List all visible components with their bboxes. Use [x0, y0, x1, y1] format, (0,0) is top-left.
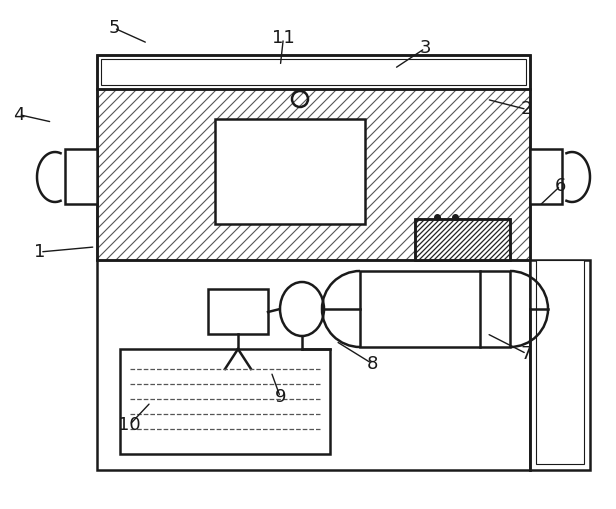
Text: 10: 10 — [118, 416, 140, 434]
Text: 9: 9 — [275, 388, 286, 406]
Bar — [360, 271, 510, 347]
Bar — [97, 89, 530, 260]
Bar — [530, 149, 562, 204]
Bar — [208, 289, 268, 334]
Bar — [97, 55, 530, 89]
Ellipse shape — [280, 282, 324, 336]
Text: 4: 4 — [13, 105, 24, 124]
Bar — [536, 260, 584, 464]
Text: 1: 1 — [34, 243, 46, 261]
Text: 11: 11 — [272, 29, 294, 47]
Bar — [530, 260, 590, 470]
Text: 5: 5 — [108, 19, 120, 37]
Text: 8: 8 — [367, 355, 378, 373]
Text: 6: 6 — [555, 177, 566, 195]
Text: 3: 3 — [419, 39, 431, 58]
Text: 7: 7 — [521, 345, 532, 363]
Bar — [65, 149, 97, 204]
Bar — [415, 219, 510, 260]
Bar — [415, 219, 510, 260]
Bar — [101, 59, 526, 85]
Bar — [97, 55, 530, 470]
Bar — [120, 349, 330, 454]
Text: 2: 2 — [521, 100, 532, 119]
Bar — [215, 119, 365, 224]
